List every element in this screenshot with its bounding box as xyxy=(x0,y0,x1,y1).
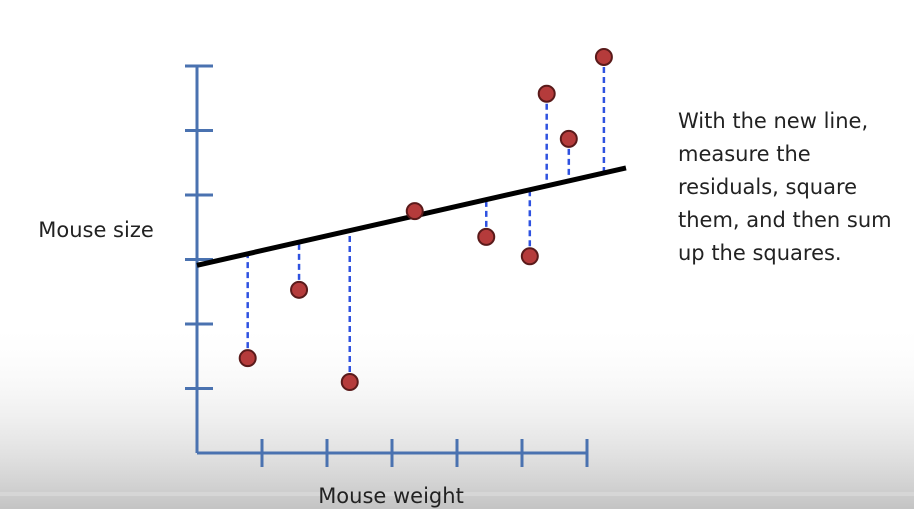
annotation-line: With the new line, xyxy=(678,109,868,133)
data-point xyxy=(405,202,424,221)
y-axis-label: Mouse size xyxy=(38,218,154,242)
annotation-line: up the squares. xyxy=(678,241,842,265)
data-point xyxy=(559,129,578,148)
video-overlay xyxy=(0,320,914,509)
x-axis-label: Mouse weight xyxy=(318,484,464,508)
annotation-line: residuals, square xyxy=(678,175,857,199)
progress-bar[interactable] xyxy=(0,492,914,496)
data-point xyxy=(290,280,309,299)
annotation-line: measure the xyxy=(678,142,811,166)
data-point xyxy=(340,373,359,392)
data-point xyxy=(238,349,257,368)
data-point xyxy=(537,84,556,103)
data-point xyxy=(477,227,496,246)
data-point xyxy=(594,47,613,66)
annotation-line: them, and then sum xyxy=(678,208,892,232)
data-point xyxy=(520,247,539,266)
